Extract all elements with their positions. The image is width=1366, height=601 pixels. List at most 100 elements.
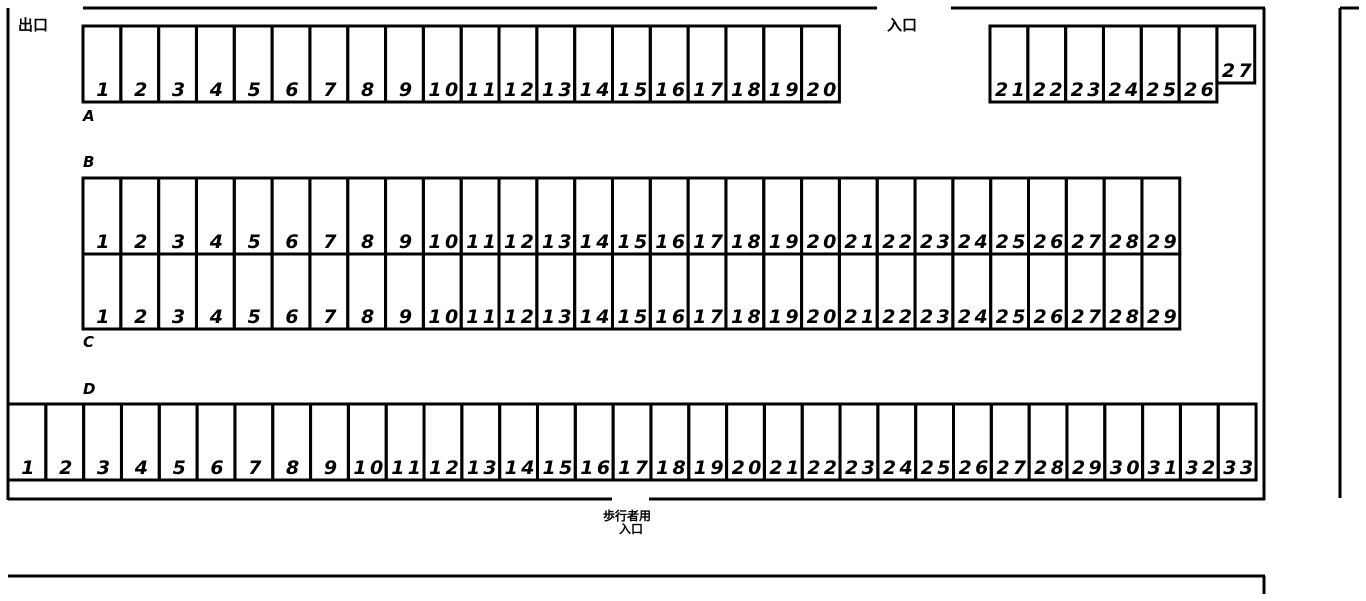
space-number: 23: [845, 457, 875, 479]
space-number: 23: [920, 231, 950, 253]
space-number: 26: [1034, 231, 1064, 253]
parking-space-a-18: 18: [724, 24, 766, 104]
space-number: 24: [958, 306, 988, 328]
space-number: 19: [694, 457, 724, 479]
space-number: 22: [1033, 79, 1063, 101]
space-number: 20: [732, 457, 762, 479]
parking-space-a-east-21: 21: [988, 24, 1030, 104]
space-number: 30: [1110, 457, 1140, 479]
space-number: 5: [248, 231, 261, 253]
space-number: 21: [844, 306, 874, 328]
space-number: 2: [134, 231, 147, 253]
parking-space-d-12: 12: [422, 402, 464, 482]
space-number: 14: [580, 231, 610, 253]
space-number: 16: [580, 457, 610, 479]
parking-space-b-29: 29: [1140, 176, 1182, 256]
space-number: 18: [656, 457, 686, 479]
parking-space-b-25: 25: [989, 176, 1030, 256]
space-number: 20: [807, 79, 837, 101]
space-number: 13: [542, 231, 572, 253]
parking-space-c-9: 9: [384, 252, 425, 331]
parking-space-b-15: 15: [610, 176, 652, 256]
parking-space-d-23: 23: [838, 402, 880, 482]
space-number: 10: [428, 306, 458, 328]
space-number: 21: [844, 231, 874, 253]
space-number: 17: [618, 457, 649, 479]
parking-space-d-7: 7: [233, 402, 275, 482]
parking-space-d-10: 10: [346, 402, 388, 482]
space-number: 28: [1109, 231, 1139, 253]
parking-space-d-25: 25: [914, 402, 955, 482]
space-number: 2: [134, 306, 147, 328]
space-number: 14: [505, 457, 535, 479]
space-number: 11: [466, 79, 496, 101]
parking-space-b-3: 3: [157, 176, 198, 256]
parking-space-d-16: 16: [573, 402, 615, 482]
parking-space-c-10: 10: [421, 252, 463, 331]
exit-label: 出口: [18, 16, 49, 34]
parking-space-a-14: 14: [573, 24, 614, 104]
space-number: 24: [958, 231, 988, 253]
parking-space-d-29: 29: [1065, 402, 1107, 482]
space-number: 4: [209, 306, 223, 328]
pedestrian-entrance-label: 入口: [619, 522, 644, 536]
space-number: 18: [731, 79, 761, 101]
space-number: 5: [248, 79, 261, 101]
space-number: 6: [285, 306, 298, 328]
parking-space-c-29: 29: [1140, 252, 1182, 331]
space-number: 12: [504, 79, 534, 101]
space-number: 6: [285, 79, 298, 101]
parking-space-c-15: 15: [610, 252, 652, 331]
parking-space-b-9: 9: [384, 176, 425, 256]
parking-space-a-east-24: 24: [1101, 24, 1143, 104]
parking-space-d-24: 24: [876, 402, 918, 482]
row-label-d: D: [83, 380, 96, 398]
parking-space-c-14: 14: [573, 252, 614, 331]
parking-space-d-15: 15: [535, 402, 577, 482]
space-number: 4: [209, 79, 223, 101]
space-number: 8: [361, 79, 374, 101]
parking-space-b-19: 19: [762, 176, 804, 256]
parking-space-b-26: 26: [1027, 176, 1068, 256]
space-number: 27: [1071, 306, 1102, 328]
space-number: 4: [134, 457, 148, 479]
parking-space-b-14: 14: [573, 176, 614, 256]
parking-space-d-32: 32: [1178, 402, 1220, 482]
space-number: 1: [96, 79, 109, 101]
parking-space-c-8: 8: [346, 252, 388, 331]
space-number: 22: [807, 457, 837, 479]
space-number: 11: [466, 306, 496, 328]
parking-space-d-6: 6: [195, 402, 237, 482]
space-number: 26: [959, 457, 989, 479]
space-number: 12: [429, 457, 459, 479]
parking-space-d-20: 20: [725, 402, 766, 482]
space-number: 1: [96, 231, 109, 253]
space-number: 12: [504, 306, 534, 328]
parking-space-a-east-27: 27: [1215, 24, 1257, 85]
space-number: 8: [361, 306, 374, 328]
parking-space-d-27: 27: [989, 402, 1031, 482]
parking-space-d-2: 2: [44, 402, 86, 482]
parking-space-a-15: 15: [610, 24, 652, 104]
space-number: 27: [1071, 231, 1102, 253]
entrance-label: 入口: [887, 16, 918, 34]
space-number: 3: [172, 306, 185, 328]
space-number: 19: [769, 306, 799, 328]
parking-space-d-30: 30: [1103, 402, 1145, 482]
space-number: 1: [96, 306, 109, 328]
space-number: 10: [353, 457, 383, 479]
parking-space-c-22: 22: [875, 252, 917, 331]
space-number: 9: [399, 306, 412, 328]
space-outline: [800, 24, 841, 104]
space-number: 23: [920, 306, 950, 328]
parking-space-c-27: 27: [1064, 252, 1106, 331]
parking-space-c-26: 26: [1027, 252, 1068, 331]
parking-space-b-23: 23: [913, 176, 955, 256]
parking-space-d-8: 8: [271, 402, 313, 482]
row-label-c: C: [83, 333, 95, 351]
space-number: 16: [655, 231, 685, 253]
space-number: 12: [504, 231, 534, 253]
space-number: 25: [996, 306, 1026, 328]
parking-space-d-21: 21: [762, 402, 804, 482]
space-number: 7: [248, 457, 262, 479]
